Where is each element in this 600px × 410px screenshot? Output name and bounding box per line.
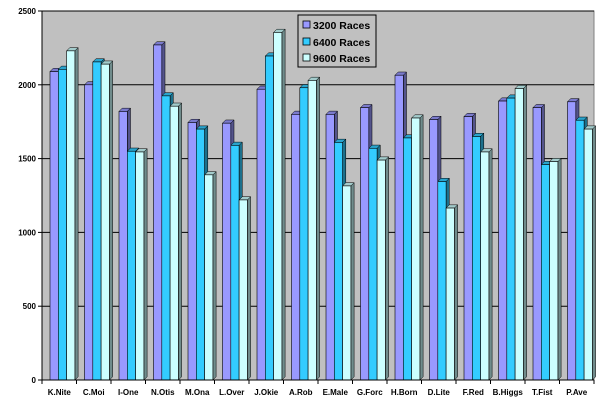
x-tick-label: A.Rob bbox=[289, 388, 313, 397]
bar-side-9600 bbox=[385, 156, 389, 381]
y-tick-label: 1000 bbox=[18, 228, 36, 237]
bar-9600-G.Forc bbox=[376, 159, 386, 381]
x-tick-label: J.Okie bbox=[254, 388, 279, 397]
bar-3200-A.Rob bbox=[291, 114, 301, 381]
bar-3200-B.Higgs bbox=[498, 100, 508, 381]
bar-9600-H.Born bbox=[411, 117, 421, 381]
x-tick-label: G.Forc bbox=[357, 388, 383, 397]
legend-label-3200: 3200 Races bbox=[313, 20, 370, 32]
bar-9600-K.Nite bbox=[66, 50, 76, 381]
bar-3200-E.Male bbox=[325, 114, 335, 381]
bar-3200-M.Ona bbox=[187, 122, 197, 381]
x-tick-label: M.Ona bbox=[185, 388, 210, 397]
x-axis-ticks: K.Nite C.Moi I-One N.Otis M.Ona L.Over J.Okie A… bbox=[41, 380, 595, 397]
bar-3200-C.Moi bbox=[84, 84, 94, 381]
bar-side-9600 bbox=[247, 196, 251, 381]
bar-3200-F.Red bbox=[463, 116, 473, 381]
x-tick-label: C.Moi bbox=[83, 388, 105, 397]
bar-9600-F.Red bbox=[480, 151, 490, 381]
bar-9600-T.Fist bbox=[549, 161, 559, 381]
bar-3200-K.Nite bbox=[49, 71, 59, 381]
x-tick-label: K.Nite bbox=[48, 388, 72, 397]
bar-side-9600 bbox=[109, 60, 113, 381]
bar-6400-P.Ave bbox=[575, 119, 585, 381]
bar-side-9600 bbox=[523, 84, 527, 381]
x-tick-label: T.Fist bbox=[532, 388, 553, 397]
legend-box bbox=[297, 14, 377, 68]
bar-6400-K.Nite bbox=[57, 69, 67, 381]
bar-3200-G.Forc bbox=[360, 107, 370, 381]
y-tick-label: 2500 bbox=[18, 7, 36, 16]
bar-9600-M.Ona bbox=[204, 174, 214, 381]
bar-3200-P.Ave bbox=[567, 101, 577, 381]
bar-side-9600 bbox=[592, 125, 596, 381]
bar-side-9600 bbox=[74, 47, 79, 381]
legend: 3200 Races 6400 Races 9600 Races bbox=[297, 14, 377, 68]
x-tick-label: H.Born bbox=[391, 388, 418, 397]
bar-9600-P.Ave bbox=[583, 128, 593, 381]
bar-3200-T.Fist bbox=[532, 107, 542, 381]
x-tick-label: P.Ave bbox=[566, 388, 587, 397]
bars bbox=[49, 28, 597, 381]
y-tick-label: 2000 bbox=[18, 81, 36, 90]
legend-label-6400: 6400 Races bbox=[313, 37, 370, 49]
x-tick-label: F.Red bbox=[463, 388, 484, 397]
legend-label-9600: 9600 Races bbox=[313, 53, 370, 65]
bar-side-9600 bbox=[557, 157, 562, 381]
bar-9600-E.Male bbox=[342, 185, 352, 381]
bar-6400-H.Born bbox=[402, 137, 412, 381]
bar-6400-T.Fist bbox=[540, 164, 550, 381]
bar-6400-J.Okie bbox=[264, 55, 274, 381]
y-tick-label: 1500 bbox=[18, 155, 36, 164]
x-tick-label: E.Male bbox=[323, 388, 349, 397]
y-axis-ticks: 0 500 1000 1500 2000 2500 bbox=[18, 7, 42, 385]
bar-3200-N.Otis bbox=[153, 44, 163, 381]
x-tick-label: D.Lite bbox=[428, 388, 451, 397]
x-tick-label: L.Over bbox=[219, 388, 244, 397]
bar-side-9600 bbox=[178, 102, 182, 381]
bar-side-9600 bbox=[281, 28, 286, 381]
x-tick-label: B.Higgs bbox=[493, 388, 524, 397]
bar-9600-D.Lite bbox=[445, 207, 455, 381]
x-tick-label: N.Otis bbox=[151, 388, 175, 397]
bar-3200-D.Lite bbox=[429, 119, 439, 381]
bar-side-9600 bbox=[419, 114, 424, 381]
bar-6400-N.Otis bbox=[161, 95, 171, 381]
bar-6400-F.Red bbox=[471, 136, 481, 381]
bar-side-9600 bbox=[454, 204, 458, 381]
bar-9600-L.Over bbox=[238, 199, 248, 381]
bar-side-9600 bbox=[488, 148, 493, 381]
bar-9600-A.Rob bbox=[307, 80, 317, 381]
bar-9600-B.Higgs bbox=[514, 88, 524, 381]
bar-6400-I-One bbox=[127, 150, 136, 381]
bar-9600-N.Otis bbox=[169, 105, 179, 381]
y-tick-label: 0 bbox=[32, 376, 37, 385]
bar-6400-A.Rob bbox=[299, 87, 309, 381]
legend-swatch-3200 bbox=[302, 20, 311, 29]
bar-3200-J.Okie bbox=[256, 88, 266, 381]
bar-3200-I-One bbox=[118, 111, 128, 381]
bar-6400-M.Ona bbox=[196, 128, 205, 381]
x-tick-label: I-One bbox=[118, 388, 139, 397]
bar-side-9600 bbox=[350, 182, 355, 381]
bar-6400-G.Forc bbox=[368, 147, 378, 381]
bar-6400-E.Male bbox=[333, 142, 343, 381]
bar-6400-D.Lite bbox=[437, 181, 447, 381]
bar-3200-H.Born bbox=[394, 74, 404, 381]
y-tick-label: 500 bbox=[23, 302, 37, 311]
bar-side-9600 bbox=[212, 171, 217, 381]
bar-6400-B.Higgs bbox=[506, 97, 516, 381]
bar-3200-L.Over bbox=[222, 122, 232, 381]
bar-9600-I-One bbox=[135, 151, 145, 381]
legend-swatch-9600 bbox=[302, 53, 311, 62]
bar-9600-J.Okie bbox=[273, 32, 283, 381]
legend-swatch-6400 bbox=[302, 37, 311, 46]
bar-side-9600 bbox=[316, 76, 320, 381]
bar-side-9600 bbox=[143, 148, 148, 381]
bar-6400-C.Moi bbox=[92, 61, 102, 381]
bar-6400-L.Over bbox=[230, 145, 240, 381]
bar-9600-C.Moi bbox=[100, 63, 110, 381]
